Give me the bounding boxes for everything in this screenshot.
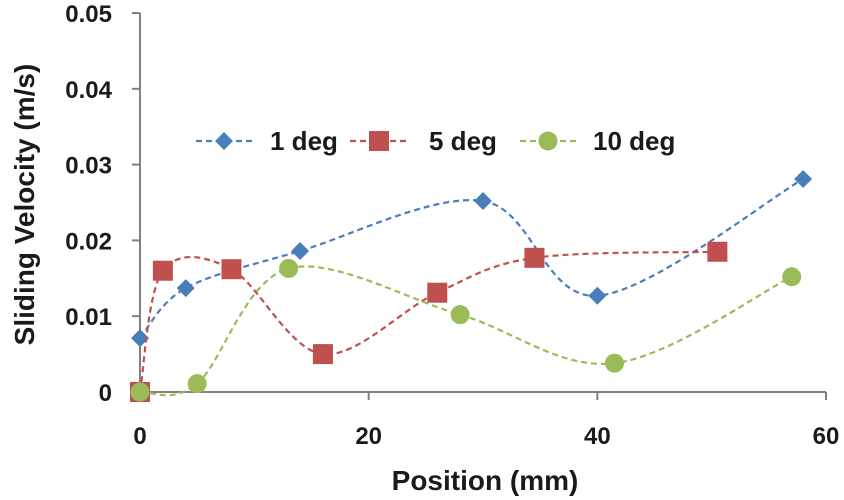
y-axis-title: Sliding Velocity (m/s)	[9, 64, 40, 346]
data-point-10deg	[782, 267, 802, 287]
y-tick-label: 0.03	[65, 153, 112, 180]
x-tick-label: 60	[813, 423, 840, 450]
data-point-5deg	[524, 247, 545, 268]
series-5deg	[130, 241, 728, 402]
x-tick-label: 40	[584, 423, 611, 450]
x-axis-ticks: 0 20 40 60	[133, 392, 839, 450]
data-point-5deg	[312, 344, 333, 365]
data-point-5deg	[427, 282, 448, 303]
data-point-10deg	[604, 353, 624, 373]
legend-label-1deg: 1 deg	[270, 126, 338, 156]
legend-label-10deg: 10 deg	[593, 126, 675, 156]
series-line-10deg	[139, 265, 793, 397]
data-point-1deg	[794, 170, 813, 189]
data-point-1deg	[176, 279, 195, 298]
legend-marker-5deg	[369, 131, 389, 151]
series-1deg	[131, 170, 813, 348]
data-point-10deg	[130, 382, 150, 402]
series-layer	[130, 170, 813, 402]
y-tick-label: 0.01	[65, 304, 112, 331]
legend-label-5deg: 5 deg	[429, 126, 497, 156]
plot-area: 0 0.01 0.02 0.03 0.04 0.05 0 20 40 60	[65, 1, 839, 450]
data-point-5deg	[152, 260, 173, 281]
series-10deg	[130, 258, 802, 402]
data-point-5deg	[221, 259, 242, 280]
legend-marker-1deg	[215, 132, 233, 150]
y-tick-label: 0.04	[65, 77, 112, 104]
data-point-10deg	[450, 305, 470, 325]
x-tick-label: 20	[355, 423, 382, 450]
data-point-10deg	[279, 258, 299, 278]
data-point-5deg	[707, 241, 728, 262]
y-tick-label: 0.02	[65, 228, 112, 255]
x-axis-title: Position (mm)	[392, 465, 579, 496]
y-tick-label: 0	[99, 380, 112, 407]
data-point-10deg	[187, 374, 207, 394]
data-point-1deg	[291, 242, 310, 261]
legend-marker-10deg	[538, 131, 558, 151]
legend-item-5deg: 5 deg	[350, 126, 497, 156]
legend: 1 deg 5 deg 10 deg	[196, 126, 675, 156]
data-point-1deg	[588, 286, 607, 305]
y-axis-ticks: 0 0.01 0.02 0.03 0.04 0.05	[65, 1, 140, 407]
data-point-1deg	[131, 329, 149, 348]
data-point-1deg	[474, 191, 492, 210]
x-tick-label: 0	[133, 423, 146, 450]
legend-item-1deg: 1 deg	[196, 126, 338, 156]
y-tick-label: 0.05	[65, 1, 112, 28]
legend-item-10deg: 10 deg	[520, 126, 675, 156]
